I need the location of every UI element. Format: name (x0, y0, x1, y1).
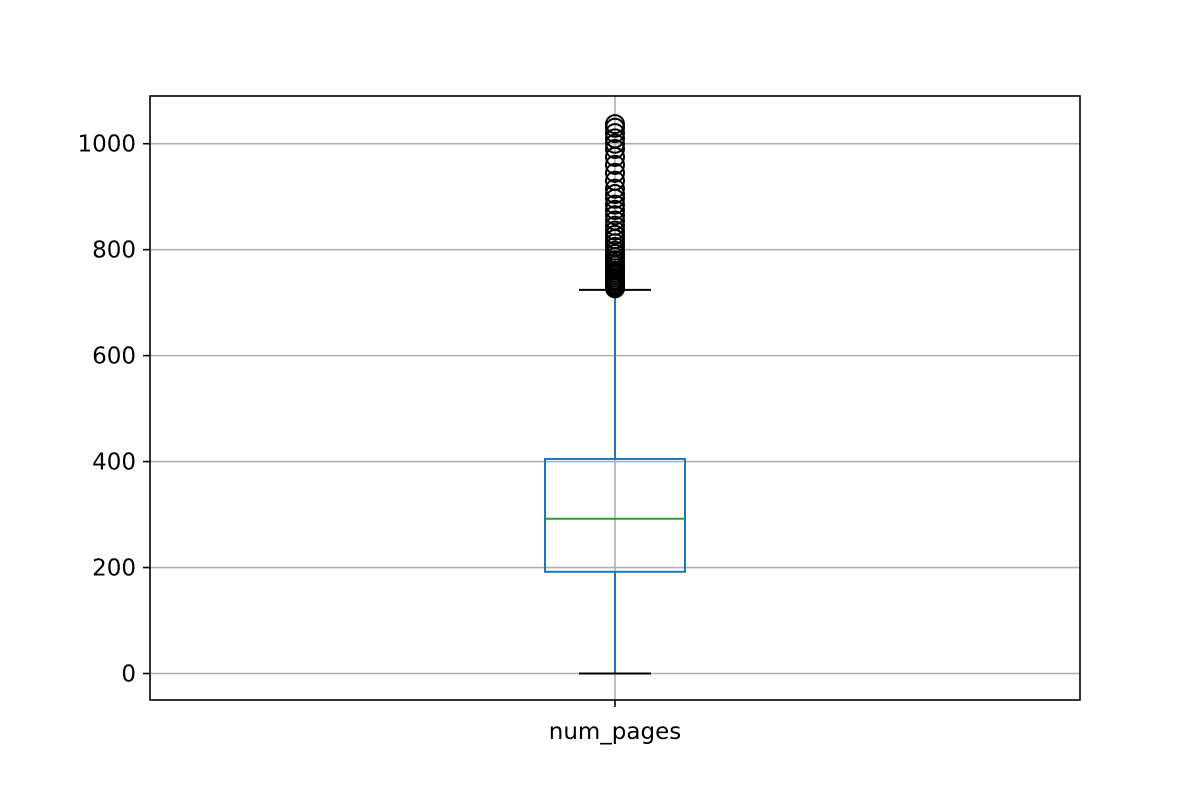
outlier-point (605, 184, 625, 205)
outlier-point (605, 170, 625, 191)
y-tick-label: 800 (92, 238, 136, 264)
outlier-point (605, 162, 625, 183)
outlier-point (605, 178, 625, 199)
tick-layer: 0 200 400 600 800 1000 num_pages (77, 132, 681, 745)
y-tick-label: 400 (92, 450, 136, 476)
interquartile-box (544, 457, 686, 573)
y-tick-label: 0 (121, 662, 136, 688)
outlier-point (605, 220, 625, 241)
grid-layer (150, 96, 1080, 700)
outlier-point (605, 205, 625, 226)
outlier-point (605, 154, 625, 175)
outlier-point (605, 210, 625, 231)
y-tick-label: 1000 (77, 132, 136, 158)
outlier-point (605, 128, 625, 149)
outlier-point (605, 215, 625, 236)
outlier-point (605, 123, 625, 144)
outlier-point (605, 133, 625, 154)
outlier-point (605, 114, 625, 135)
y-tick-label: 200 (92, 556, 136, 582)
outlier-point (605, 194, 625, 215)
x-tick-label: num_pages (549, 719, 682, 745)
data-layer (544, 114, 686, 675)
outlier-point (605, 199, 625, 220)
outlier-point (605, 138, 625, 159)
y-tick-label: 600 (92, 344, 136, 370)
